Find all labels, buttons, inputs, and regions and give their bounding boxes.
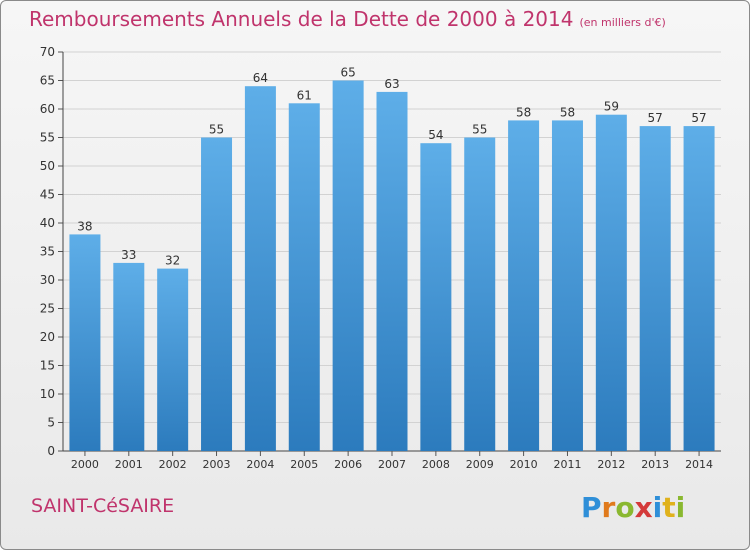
bars — [69, 80, 715, 452]
x-tick-label-2000: 2000 — [71, 458, 99, 471]
y-tick-label: 35 — [40, 245, 55, 259]
bar-2013 — [639, 126, 671, 451]
bar-2007 — [376, 91, 408, 452]
data-label-2006: 65 — [340, 66, 355, 80]
x-tick-label-2012: 2012 — [597, 458, 625, 471]
y-tick-label: 65 — [40, 74, 55, 88]
y-tick-label: 25 — [40, 302, 55, 316]
y-tick-label: 70 — [40, 45, 55, 59]
place-name: SAINT-CéSAIRE — [31, 495, 175, 517]
x-tick-label-2004: 2004 — [246, 458, 274, 471]
x-tick-label-2011: 2011 — [553, 458, 581, 471]
y-tick-label: 0 — [47, 444, 55, 458]
y-tick-label: 30 — [40, 273, 55, 287]
proxiti-logo: Proxiti — [581, 491, 685, 524]
data-label-2005: 61 — [297, 88, 312, 102]
x-tick-label-2010: 2010 — [510, 458, 538, 471]
y-tick-label: 5 — [47, 416, 55, 430]
labels: 38 2000 33 2001 32 2002 55 2003 64 2004 61 2005 65 20… — [71, 66, 713, 472]
bar-2010 — [508, 120, 540, 452]
data-label-2014: 57 — [691, 111, 706, 125]
bar-2009 — [464, 137, 496, 451]
y-tick-label: 15 — [40, 359, 55, 373]
bar-2001 — [113, 262, 145, 451]
data-label-2010: 58 — [516, 105, 531, 119]
x-tick-label-2007: 2007 — [378, 458, 406, 471]
y-tick-label: 55 — [40, 131, 55, 145]
data-label-2004: 64 — [253, 71, 268, 85]
x-tick-label-2008: 2008 — [422, 458, 450, 471]
y-tick-label: 20 — [40, 330, 55, 344]
y-tick-label: 60 — [40, 102, 55, 116]
x-tick-label-2014: 2014 — [685, 458, 713, 471]
data-label-2013: 57 — [648, 111, 663, 125]
bar-2003 — [201, 137, 233, 451]
chart-title-text: Remboursements Annuels de la Dette de 20… — [29, 7, 574, 31]
bar-2011 — [551, 120, 583, 452]
x-tick-label-2005: 2005 — [290, 458, 318, 471]
bar-2008 — [420, 143, 452, 451]
data-label-2002: 32 — [165, 254, 180, 268]
x-tick-label-2003: 2003 — [203, 458, 231, 471]
x-tick-label-2001: 2001 — [115, 458, 143, 471]
bar-2000 — [69, 234, 101, 451]
x-tick-label-2006: 2006 — [334, 458, 362, 471]
data-label-2000: 38 — [77, 219, 92, 233]
x-tick-label-2013: 2013 — [641, 458, 669, 471]
bar-2014 — [683, 126, 715, 451]
bar-2004 — [244, 86, 276, 451]
data-label-2001: 33 — [121, 248, 136, 262]
data-label-2003: 55 — [209, 123, 224, 137]
svg-text:Proxiti: Proxiti — [581, 491, 685, 524]
bar-2002 — [157, 268, 189, 451]
data-label-2007: 63 — [384, 77, 399, 91]
y-tick-label: 40 — [40, 216, 55, 230]
x-tick-label-2002: 2002 — [159, 458, 187, 471]
x-tick-label-2009: 2009 — [466, 458, 494, 471]
bar-2012 — [595, 114, 627, 451]
y-tick-label: 50 — [40, 159, 55, 173]
y-tick-label: 10 — [40, 387, 55, 401]
data-label-2009: 55 — [472, 123, 487, 137]
bar-2005 — [288, 103, 320, 452]
data-label-2008: 54 — [428, 128, 443, 142]
bar-2006 — [332, 80, 364, 451]
chart-title: Remboursements Annuels de la Dette de 20… — [29, 7, 666, 31]
data-label-2012: 59 — [604, 100, 619, 114]
data-label-2011: 58 — [560, 105, 575, 119]
chart-subtitle: (en milliers d'€) — [579, 16, 666, 29]
y-tick-label: 45 — [40, 188, 55, 202]
